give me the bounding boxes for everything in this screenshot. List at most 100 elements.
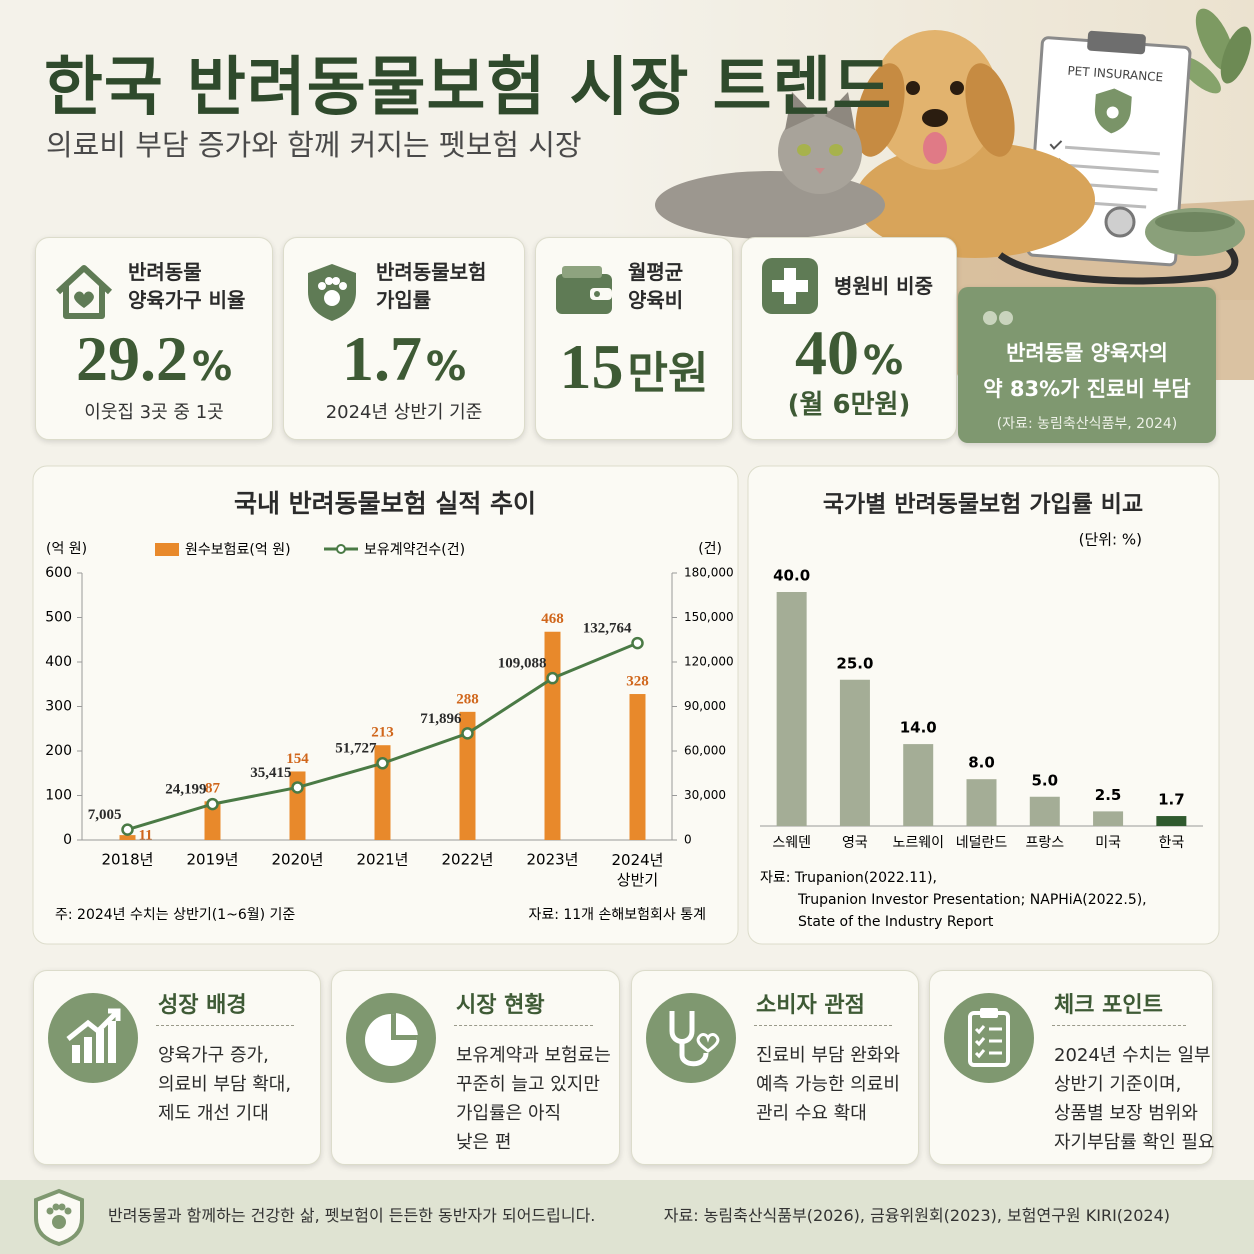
decoration [1220, 26, 1252, 84]
legend-label: 원수보험료(억 원) [185, 542, 291, 558]
icon-shape [324, 290, 340, 306]
icon-shape [394, 1010, 421, 1037]
chart-source: 자료: 11개 손해보험회사 통계 [528, 907, 706, 923]
icon-shape [772, 268, 808, 304]
y2-axis-label: (건) [698, 541, 722, 557]
x-tick-label: 스웨덴 [772, 835, 811, 851]
icon-shape [325, 277, 333, 285]
stat-label: 병원비 비중 [834, 274, 933, 298]
bar [204, 801, 221, 840]
footer-shield [34, 1188, 84, 1246]
line-point [291, 781, 304, 794]
bar [776, 592, 807, 826]
stat-note: 이웃집 3곳 중 1곳 [84, 402, 224, 423]
info-line: 낮은 편 [456, 1132, 512, 1153]
stat-unit: % [425, 344, 467, 390]
info-line: 자기부담률 확인 필요 [1054, 1132, 1215, 1153]
icon-shape [556, 274, 612, 314]
info-line: 꾸준히 늘고 있지만 [456, 1074, 600, 1095]
bar [374, 745, 391, 840]
info-line: 관리 수요 확대 [756, 1103, 867, 1124]
paw-toe [58, 1203, 66, 1211]
info-title: 성장 배경 [158, 993, 247, 1018]
decoration [825, 92, 855, 130]
icon-shape [594, 291, 600, 297]
icon-shape [696, 1033, 720, 1053]
chart-source: 자료: Trupanion(2022.11), [760, 870, 937, 886]
stat-value-row: 15만원 [536, 330, 732, 404]
bar [544, 631, 561, 840]
line-value-label: 51,727 [335, 741, 377, 757]
stat-card: 반려동물보험 가입률 1.7% 2024년 상반기 기준 [283, 237, 525, 440]
info-title: 소비자 관점 [756, 993, 865, 1018]
info-line: 진료비 부담 완화와 [756, 1045, 900, 1066]
bar [903, 744, 934, 826]
quote-mark [983, 311, 1013, 325]
icon-shape [74, 291, 94, 308]
info-line: 보유계약과 보험료는 [456, 1045, 611, 1066]
stat-unit: % [191, 344, 233, 390]
info-line: 2024년 수치는 일부 [1054, 1045, 1211, 1066]
paw-toe [46, 1207, 54, 1215]
charts: 국내 반려동물보험 실적 추이 (억 원) (건) 0 100 200 300 400 500 6… [32, 465, 1220, 945]
info-title: 체크 포인트 [1054, 993, 1163, 1018]
paw-toe [52, 1203, 60, 1211]
line-value-label: 24,199 [165, 782, 206, 798]
y-tick-label: 500 [45, 610, 72, 626]
decoration [965, 63, 1015, 157]
decoration [1106, 106, 1119, 119]
stat-label: 양육비 [628, 288, 684, 312]
bar-value-label: 154 [286, 751, 309, 767]
bar [1093, 811, 1124, 826]
chart-source: State of the Industry Report [798, 914, 994, 930]
line-point [376, 757, 389, 770]
bar-value-label: 1.7 [1158, 791, 1185, 809]
stat-icon [762, 258, 818, 314]
bar [1029, 796, 1060, 826]
stat-label: 반려동물 [128, 260, 202, 284]
stat-value-row: 40% [742, 316, 956, 390]
line-value-label: 7,005 [88, 807, 122, 823]
stat-card: 월평균 양육비 15만원 [535, 237, 733, 440]
decoration [871, 30, 999, 170]
y2-tick-label: 0 [684, 833, 692, 847]
bar [629, 694, 646, 840]
chart-note: 주: 2024년 수치는 상반기(1~6월) 기준 [55, 907, 295, 923]
x-tick-label: 2024년 상반기 [612, 851, 664, 889]
stat-value-row: 1.7% [284, 322, 524, 396]
decoration [950, 81, 964, 95]
icon-shape [980, 1008, 998, 1018]
info-line: 의료비 부담 확대, [158, 1074, 292, 1095]
x-tick-label: 2023년 [527, 851, 579, 869]
stat-note: 2024년 상반기 기준 [325, 402, 483, 423]
paw-pad [52, 1215, 66, 1229]
line-value-label: 109,088 [498, 656, 547, 672]
x-tick-label: 노르웨이 [892, 835, 944, 851]
stat-icon [556, 266, 612, 314]
icon-shape [339, 282, 347, 290]
footer-slogan: 반려동물과 함께하는 건강한 삶, 펫보험이 든든한 동반자가 되어드립니다. [108, 1206, 596, 1225]
stat-label: 양육가구 비율 [128, 288, 246, 312]
chart-unit: (단위: %) [1079, 531, 1142, 549]
bar [839, 679, 870, 826]
bar-value-label: 25.0 [836, 654, 873, 672]
line-point [121, 823, 134, 836]
y2-tick-label: 30,000 [684, 788, 726, 802]
stat-value: 1.7 [341, 323, 422, 394]
line-point [206, 797, 219, 811]
y2-tick-label: 180,000 [684, 566, 734, 580]
info-icon [346, 993, 436, 1083]
x-tick-label: 영국 [842, 835, 868, 851]
decoration [906, 81, 920, 95]
bar-value-label: 8.0 [968, 754, 995, 772]
decoration [855, 142, 1095, 258]
chart-source: Trupanion Investor Presentation; NAPHiA(… [797, 892, 1147, 908]
icon-shape [72, 1021, 116, 1063]
x-tick-label: 미국 [1095, 835, 1121, 851]
decoration [922, 109, 948, 127]
icon-shape [590, 288, 612, 300]
info-divider [754, 1025, 892, 1026]
stat-unit: % [862, 338, 904, 384]
y2-tick-label: 150,000 [684, 610, 734, 624]
